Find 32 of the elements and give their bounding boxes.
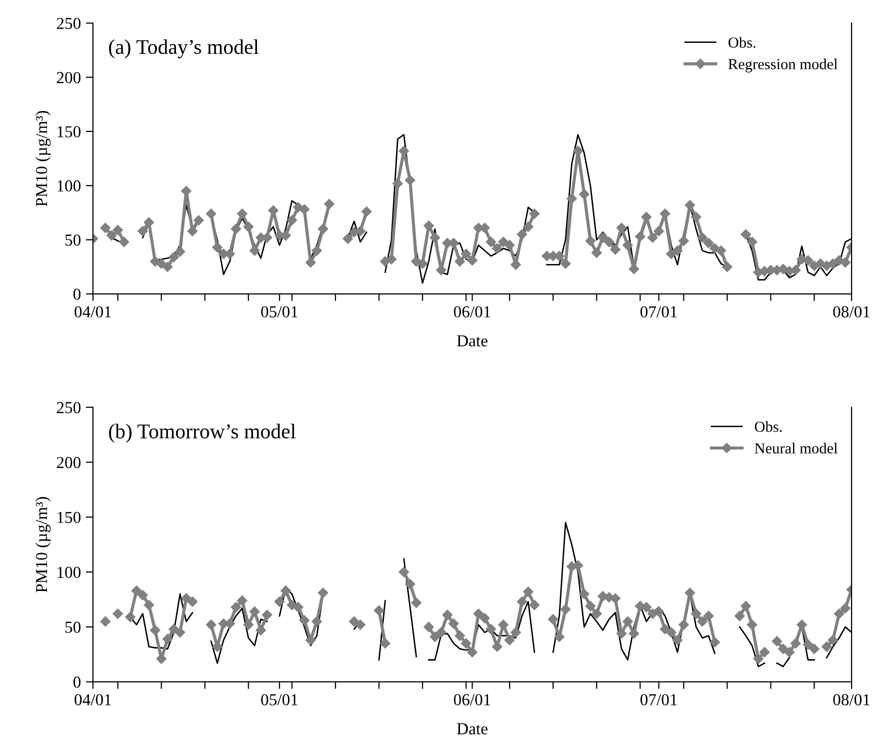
x-tick-label: 06/01 [454, 306, 490, 318]
x-tick-label: 06/01 [454, 694, 490, 706]
y-tick-label: 200 [56, 456, 81, 468]
x-tick-label: 08/01 [833, 306, 870, 318]
y-tick-label: 200 [56, 72, 81, 84]
y-tick-label: 0 [73, 676, 81, 688]
y-tick-label: 100 [58, 566, 81, 578]
x-tick-label: 04/01 [74, 306, 111, 318]
y-tick-label: 150 [58, 126, 81, 138]
y-tick-label: 250 [56, 402, 81, 414]
legend-label: Neural model [754, 442, 838, 454]
x-axis-title: Date [457, 723, 488, 734]
x-tick-label: 05/01 [261, 306, 298, 318]
x-tick-label: 07/01 [640, 694, 677, 706]
legend-label: Regression model [728, 58, 838, 72]
x-tick-label: 08/01 [833, 694, 870, 706]
y-tick-label: 100 [58, 180, 81, 192]
x-tick-label: 04/01 [74, 694, 111, 706]
legend-label: Obs. [728, 36, 756, 48]
x-tick-label: 05/01 [261, 694, 298, 706]
y-axis-title: PM10 (µg/m³) [35, 497, 51, 592]
y-tick-label: 250 [56, 18, 81, 30]
y-tick-label: 150 [58, 512, 81, 524]
legend-label: Obs. [754, 421, 782, 432]
y-tick-label: 50 [65, 234, 81, 246]
text: (a) Today’s model [109, 39, 259, 58]
x-axis-title: Date [457, 335, 488, 346]
y-tick-label: 50 [65, 622, 81, 633]
y-axis-title: PM10 (µg/m³) [35, 110, 51, 206]
text: (b) Tomorrow’s model [109, 424, 296, 443]
y-tick-label: 0 [73, 288, 81, 300]
x-tick-label: 07/01 [640, 306, 677, 318]
